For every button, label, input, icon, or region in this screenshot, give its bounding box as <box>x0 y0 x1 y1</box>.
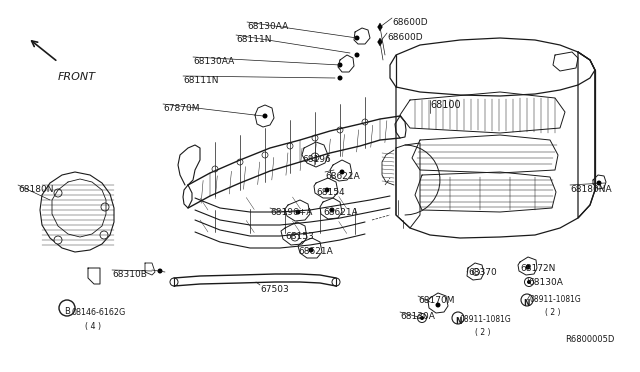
Circle shape <box>472 269 479 276</box>
Circle shape <box>287 143 293 149</box>
Text: 68130AA: 68130AA <box>247 22 288 31</box>
Circle shape <box>452 312 464 324</box>
Circle shape <box>355 35 360 41</box>
Text: N: N <box>455 317 461 326</box>
Circle shape <box>100 231 108 239</box>
Circle shape <box>332 278 340 286</box>
Circle shape <box>212 166 218 172</box>
Text: B: B <box>64 308 70 317</box>
Text: 68600D: 68600D <box>392 18 428 27</box>
Polygon shape <box>40 172 114 252</box>
Circle shape <box>417 314 426 323</box>
Circle shape <box>311 153 319 161</box>
Text: 68130A: 68130A <box>400 312 435 321</box>
Text: 68370: 68370 <box>468 268 497 277</box>
Text: 67870M: 67870M <box>163 104 200 113</box>
Circle shape <box>337 127 343 133</box>
Text: 68180NA: 68180NA <box>570 185 612 194</box>
Text: 68196+A: 68196+A <box>270 208 312 217</box>
Polygon shape <box>378 38 383 46</box>
Text: ( 4 ): ( 4 ) <box>85 322 101 331</box>
Text: 68170M: 68170M <box>418 296 454 305</box>
Text: 68600D: 68600D <box>387 33 422 42</box>
Text: 68621A: 68621A <box>298 247 333 256</box>
Circle shape <box>296 209 301 215</box>
Text: 68111N: 68111N <box>183 76 218 85</box>
Circle shape <box>435 302 440 308</box>
Circle shape <box>101 203 109 211</box>
Circle shape <box>337 62 342 67</box>
Circle shape <box>170 278 178 286</box>
Circle shape <box>527 280 531 284</box>
Circle shape <box>262 113 268 119</box>
Text: 67503: 67503 <box>260 285 289 294</box>
Text: FRONT: FRONT <box>58 72 96 82</box>
Circle shape <box>308 247 314 253</box>
Text: 68310B: 68310B <box>112 270 147 279</box>
Text: 08911-1081G: 08911-1081G <box>530 295 582 304</box>
Text: ( 2 ): ( 2 ) <box>545 308 561 317</box>
Circle shape <box>525 264 531 269</box>
Text: 68111N: 68111N <box>236 35 271 44</box>
Text: 68130AA: 68130AA <box>193 57 234 66</box>
Text: 68153: 68153 <box>285 232 314 241</box>
Text: 08146-6162G: 08146-6162G <box>72 308 126 317</box>
Circle shape <box>262 152 268 158</box>
Circle shape <box>312 135 318 141</box>
Polygon shape <box>378 23 383 31</box>
Text: 68172N: 68172N <box>520 264 556 273</box>
Circle shape <box>337 76 342 80</box>
Circle shape <box>237 159 243 165</box>
Circle shape <box>330 208 335 212</box>
Text: 08911-1081G: 08911-1081G <box>460 315 512 324</box>
Text: R6800005D: R6800005D <box>565 335 614 344</box>
Text: 68621A: 68621A <box>323 208 358 217</box>
Text: 68100: 68100 <box>430 100 461 110</box>
Text: 68180N: 68180N <box>18 185 54 194</box>
Circle shape <box>54 236 62 244</box>
Text: ( 2 ): ( 2 ) <box>475 328 490 337</box>
Circle shape <box>420 316 424 320</box>
Text: 68130A: 68130A <box>528 278 563 287</box>
Circle shape <box>59 300 75 316</box>
Circle shape <box>362 119 368 125</box>
Circle shape <box>525 278 534 286</box>
Polygon shape <box>390 38 595 96</box>
Text: 68196: 68196 <box>302 155 331 164</box>
Circle shape <box>596 180 602 186</box>
Circle shape <box>157 269 163 273</box>
Circle shape <box>291 233 299 241</box>
Circle shape <box>521 294 533 306</box>
Circle shape <box>54 189 62 197</box>
Circle shape <box>355 52 360 58</box>
Circle shape <box>324 187 330 192</box>
Text: 68154: 68154 <box>316 188 344 197</box>
Circle shape <box>339 170 344 174</box>
Text: N: N <box>524 298 531 308</box>
Text: 68621A: 68621A <box>325 172 360 181</box>
